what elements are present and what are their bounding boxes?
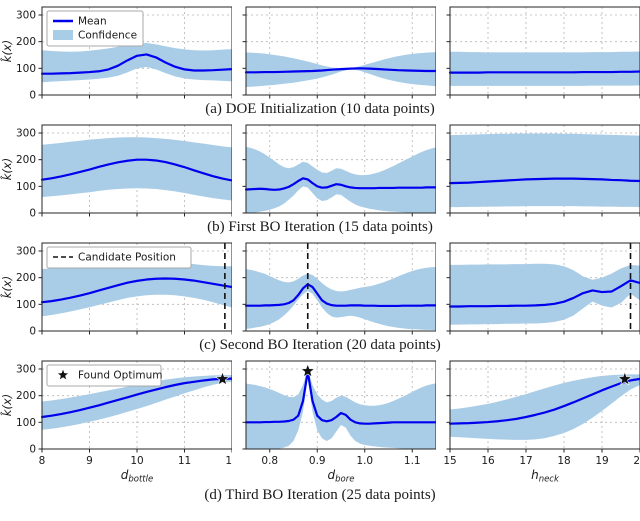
confidence-band	[246, 267, 436, 331]
figure-row-b: 0 100 200 300 k̂(x) (b) First BO Iteration (…	[0, 120, 640, 238]
y-axis-label: k̂(x)	[0, 158, 14, 180]
svg-text:10: 10	[130, 455, 143, 467]
x-axis-label: dbottle	[121, 468, 153, 485]
legend-label: Mean	[78, 16, 107, 28]
svg-text:300: 300	[16, 246, 36, 258]
figure-row-d: 8 9 10 11 12 0 100 200 300 k̂(x) dbottle Found Opti…	[0, 356, 640, 506]
svg-text:0: 0	[29, 208, 36, 218]
mean-line	[40, 158, 232, 182]
found-optimum-star	[215, 371, 230, 386]
svg-text:11: 11	[178, 455, 191, 467]
svg-text:12: 12	[225, 455, 232, 467]
mean-line	[244, 370, 436, 425]
subplot-d-2: 0.8 0.9 1.0 1.1 dbore	[242, 360, 436, 485]
mean-line	[244, 67, 436, 74]
svg-text:17: 17	[519, 455, 532, 467]
subplot-b-3	[446, 124, 640, 217]
plots-row-d: 8 9 10 11 12 0 100 200 300 k̂(x) dbottle Found Opti…	[0, 356, 640, 485]
subplot-a-1: 0 100 200 300 k̂(x) Mean Confidence	[0, 6, 232, 100]
y-axis-label: k̂(x)	[0, 394, 14, 416]
svg-text:200: 200	[16, 154, 36, 166]
figure-row-a: 0 100 200 300 k̂(x) Mean Confidence (a) DOE In…	[0, 2, 640, 120]
svg-text:100: 100	[16, 299, 36, 311]
caption-row-b: (b) First BO Iteration (15 data points)	[207, 219, 433, 235]
svg-text:16: 16	[481, 455, 495, 467]
found-optimum-star	[300, 363, 316, 378]
confidence-band	[450, 51, 640, 86]
subplot-d-3: 15 16 17 18 19 20 hneck	[443, 360, 640, 485]
svg-text:100: 100	[16, 417, 36, 429]
subplot-c-2	[242, 242, 436, 335]
mean-line	[448, 177, 640, 185]
subplot-c-1: 0 100 200 300 k̂(x) Candidate Position	[0, 242, 232, 336]
svg-text:8: 8	[39, 455, 46, 467]
subplot-d-1: 8 9 10 11 12 0 100 200 300 k̂(x) dbottle Found Opti…	[0, 360, 232, 485]
svg-text:300: 300	[16, 128, 36, 140]
legend-label: Found Optimum	[78, 370, 162, 382]
caption-row-a: (a) DOE Initialization (10 data points)	[205, 101, 435, 117]
found-optimum-star	[617, 371, 633, 386]
legend-label: Candidate Position	[78, 252, 176, 264]
mean-line	[40, 377, 232, 419]
legend: Candidate Position	[46, 246, 192, 269]
svg-text:0: 0	[29, 326, 36, 336]
legend-label: Confidence	[78, 30, 137, 42]
svg-text:20: 20	[633, 455, 640, 467]
mean-line	[40, 53, 232, 75]
svg-text:0: 0	[29, 444, 36, 456]
svg-text:0.8: 0.8	[261, 455, 278, 467]
svg-text:9: 9	[86, 455, 93, 467]
mean-line	[448, 279, 640, 308]
confidence-band	[246, 369, 436, 449]
x-axis-label: hneck	[531, 468, 560, 485]
confidence-band	[42, 375, 232, 430]
svg-text:100: 100	[16, 181, 36, 193]
svg-text:200: 200	[16, 36, 36, 48]
bo-iterations-figure: 0 100 200 300 k̂(x) Mean Confidence (a) DOE In…	[0, 2, 640, 506]
svg-text:100: 100	[16, 63, 36, 75]
caption-row-d: (d) Third BO Iteration (25 data points)	[204, 487, 436, 503]
y-axis-label: k̂(x)	[0, 276, 14, 298]
subplot-a-3	[446, 6, 640, 99]
confidence-band	[450, 263, 640, 325]
subplot-b-2	[242, 124, 436, 217]
plots-row-a: 0 100 200 300 k̂(x) Mean Confidence	[0, 2, 640, 99]
mean-line	[244, 283, 436, 308]
x-axis-label: dbore	[328, 468, 355, 485]
svg-text:0.9: 0.9	[309, 455, 326, 467]
svg-text:1.1: 1.1	[404, 455, 421, 467]
mean-line	[244, 177, 436, 191]
mean-line	[40, 277, 232, 304]
figure-row-c: 0 100 200 300 k̂(x) Candidate Position (c) Se…	[0, 238, 640, 356]
mean-line	[448, 70, 640, 74]
svg-text:200: 200	[16, 390, 36, 402]
plots-row-b: 0 100 200 300 k̂(x)	[0, 120, 640, 217]
svg-text:15: 15	[443, 455, 456, 467]
legend: Found Optimum	[46, 364, 162, 387]
mean-line	[448, 377, 640, 425]
subplot-b-1: 0 100 200 300 k̂(x)	[0, 124, 232, 218]
legend: Mean Confidence	[46, 10, 144, 47]
svg-text:300: 300	[16, 10, 36, 22]
svg-text:18: 18	[557, 455, 570, 467]
svg-text:200: 200	[16, 272, 36, 284]
svg-text:0: 0	[29, 90, 36, 100]
confidence-band	[42, 137, 232, 201]
subplot-c-3	[446, 242, 640, 335]
confidence-band	[42, 258, 232, 317]
caption-row-c: (c) Second BO Iteration (20 data points)	[199, 337, 441, 353]
y-axis-label: k̂(x)	[0, 40, 14, 62]
confidence-band	[42, 43, 232, 83]
confidence-band	[246, 146, 436, 213]
svg-text:300: 300	[16, 364, 36, 376]
plots-row-c: 0 100 200 300 k̂(x) Candidate Position	[0, 238, 640, 335]
confidence-band	[450, 374, 640, 440]
subplot-a-2	[242, 6, 436, 99]
svg-text:1.0: 1.0	[356, 455, 373, 467]
confidence-band	[450, 133, 640, 208]
svg-text:19: 19	[595, 455, 608, 467]
